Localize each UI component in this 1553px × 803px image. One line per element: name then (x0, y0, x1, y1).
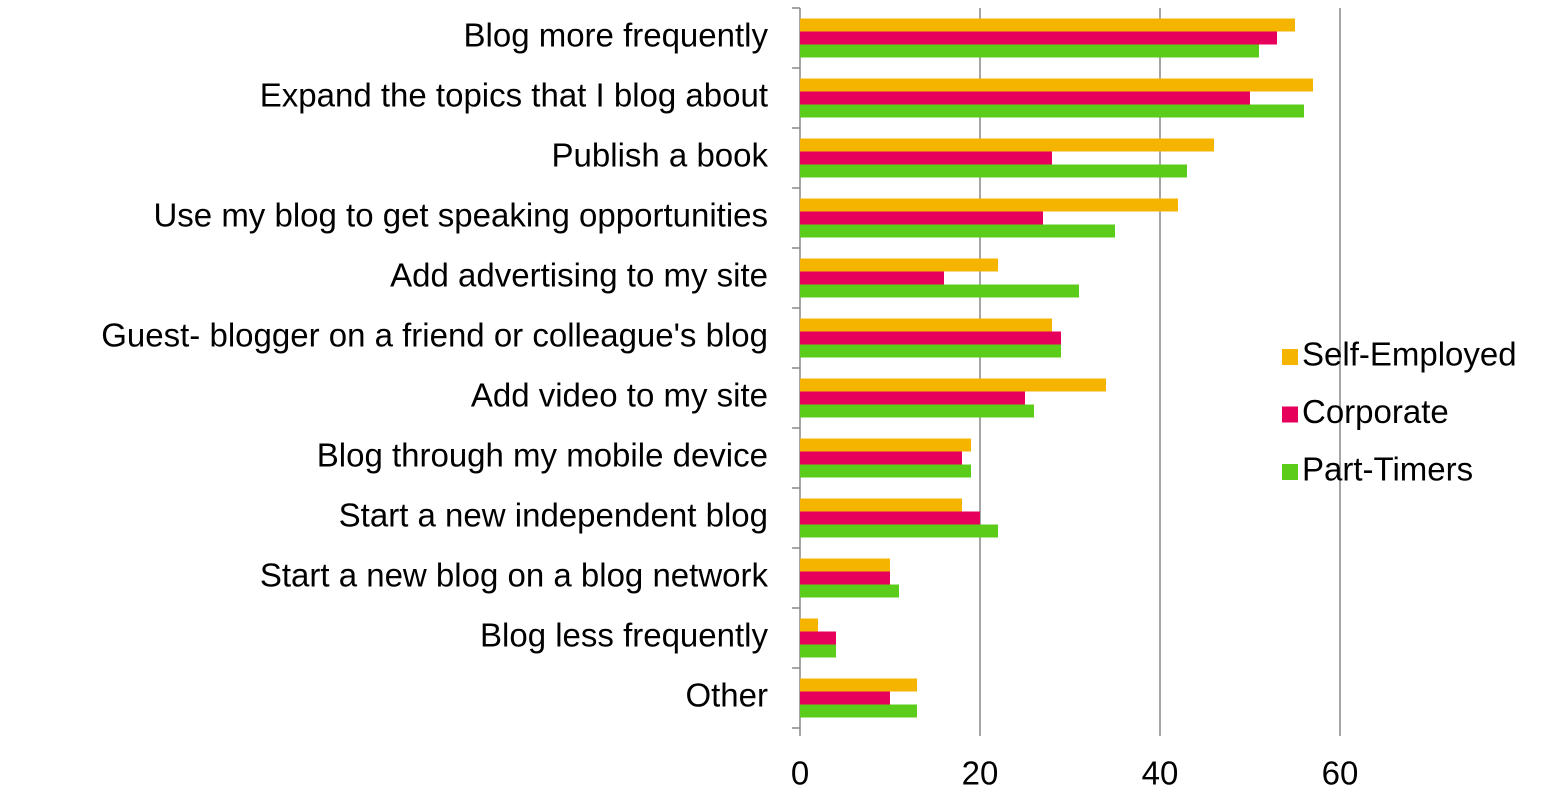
bar (800, 224, 1115, 238)
bar (800, 678, 917, 692)
bar (800, 318, 1052, 332)
legend-label: Part-Timers (1302, 451, 1473, 488)
bar (800, 344, 1061, 358)
bar (800, 378, 1106, 392)
y-tick-label: Blog more frequently (464, 17, 769, 54)
y-tick-label: Publish a book (552, 137, 769, 174)
legend-label: Self-Employed (1302, 336, 1517, 373)
y-tick-label: Expand the topics that I blog about (260, 77, 768, 114)
bar (800, 91, 1250, 105)
bar (800, 404, 1034, 418)
y-tick-label: Add video to my site (471, 377, 768, 414)
y-tick-label: Add advertising to my site (390, 257, 768, 294)
bar (800, 211, 1043, 225)
y-tick-label: Use my blog to get speaking opportunitie… (153, 197, 768, 234)
bar (800, 271, 944, 285)
bar (800, 438, 971, 452)
bar (800, 571, 890, 585)
bar (800, 558, 890, 572)
bar (800, 104, 1304, 118)
x-tick-label: 40 (1142, 755, 1179, 792)
bar (800, 584, 899, 598)
bar (800, 138, 1214, 152)
bar (800, 31, 1277, 45)
y-tick-label: Start a new independent blog (339, 497, 768, 534)
bar (800, 464, 971, 478)
x-tick-label: 0 (791, 755, 809, 792)
bar (800, 618, 818, 632)
bar (800, 151, 1052, 165)
y-tick-label: Blog through my mobile device (317, 437, 768, 474)
x-tick-label: 20 (962, 755, 999, 792)
legend-swatch (1282, 349, 1298, 365)
bar (800, 258, 998, 272)
bar (800, 691, 890, 705)
bar (800, 44, 1259, 58)
bar (800, 704, 917, 718)
bar (800, 164, 1187, 178)
bar (800, 284, 1079, 298)
legend-swatch (1282, 464, 1298, 480)
bar (800, 631, 836, 645)
bar (800, 644, 836, 658)
y-tick-label: Other (685, 677, 768, 714)
bar (800, 78, 1313, 92)
bar (800, 498, 962, 512)
bar (800, 451, 962, 465)
bar (800, 511, 980, 525)
y-tick-label: Guest- blogger on a friend or colleague'… (101, 317, 768, 354)
y-tick-label: Start a new blog on a blog network (260, 557, 769, 594)
bar (800, 18, 1295, 32)
bar (800, 331, 1061, 345)
y-tick-label: Blog less frequently (480, 617, 768, 654)
x-tick-label: 60 (1322, 755, 1359, 792)
bar (800, 391, 1025, 405)
bar (800, 524, 998, 538)
legend-swatch (1282, 406, 1298, 423)
legend-label: Corporate (1302, 393, 1449, 430)
bar (800, 198, 1178, 212)
